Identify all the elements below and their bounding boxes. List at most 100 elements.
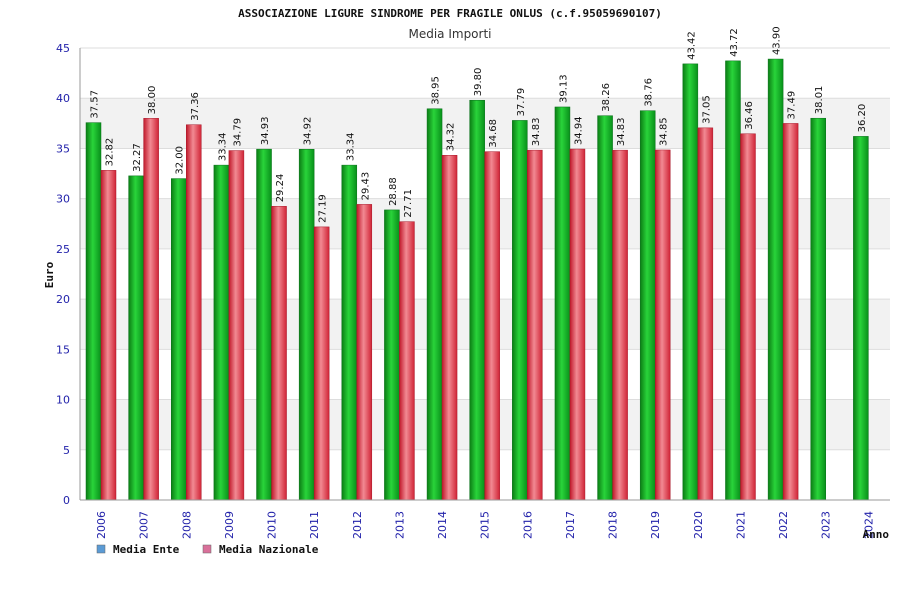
y-tick-label: 15 — [56, 343, 70, 356]
y-tick-label: 45 — [56, 42, 70, 55]
bar-media-nazionale-2016 — [527, 149, 543, 501]
legend-swatch-media-nazionale — [202, 544, 212, 554]
y-tick-label: 25 — [56, 243, 70, 256]
bar-value-label: 38.76 — [644, 78, 655, 107]
x-tick-label: 2024 — [862, 511, 875, 539]
bar-value-label: 33.34 — [217, 132, 228, 161]
bar-media-ente-2014 — [426, 108, 443, 501]
bar-media-ente-2012 — [341, 164, 358, 501]
chart-subtitle: Media Importi — [408, 27, 491, 41]
bar-value-label: 38.01 — [814, 86, 825, 115]
bar-media-nazionale-2012 — [356, 204, 373, 501]
x-tick-label: 2020 — [692, 511, 705, 539]
bar-value-label: 34.92 — [303, 117, 314, 146]
bar-value-label: 34.94 — [573, 116, 584, 145]
bar-value-label: 33.34 — [345, 132, 356, 161]
x-tick-label: 2010 — [266, 511, 279, 539]
bar-media-ente-2016 — [512, 120, 528, 501]
bar-media-ente-2009 — [213, 164, 230, 501]
bar-media-ente-2022 — [767, 58, 784, 501]
bar-value-label: 27.19 — [318, 194, 329, 223]
bar-value-label: 38.95 — [431, 76, 442, 105]
x-axis-ticks: 2006 2007 2008 2009 2010 2011 2012 2013 2014 2015… — [95, 511, 875, 539]
bar-media-ente-2007 — [128, 175, 144, 501]
x-tick-label: 2011 — [308, 511, 321, 539]
bar-media-nazionale-2021 — [740, 133, 756, 501]
bar-value-label: 28.88 — [388, 177, 399, 206]
x-tick-label: 2014 — [436, 511, 449, 539]
bar-media-nazionale-2009 — [228, 150, 245, 501]
bar-media-nazionale-2019 — [654, 149, 671, 501]
x-tick-label: 2016 — [521, 511, 534, 539]
bar-value-label: 37.49 — [787, 91, 798, 120]
bar-value-label: 29.24 — [275, 174, 286, 203]
bar-media-ente-2010 — [256, 148, 272, 501]
bar-value-label: 37.05 — [701, 95, 712, 124]
y-axis-ticks: 0 5 10 15 20 25 30 35 40 45 — [56, 42, 70, 507]
bar-value-label: 43.90 — [772, 26, 783, 55]
x-tick-label: 2006 — [95, 511, 108, 539]
bar-media-nazionale-2014 — [441, 155, 458, 501]
bar-media-ente-2013 — [384, 209, 400, 501]
bar-value-label: 37.36 — [190, 92, 201, 121]
bar-value-label: 34.79 — [232, 118, 243, 147]
bar-media-ente-2019 — [639, 110, 656, 501]
bar-media-nazionale-2007 — [143, 118, 159, 501]
chart-title: ASSOCIAZIONE LIGURE SINDROME PER FRAGILE… — [238, 7, 662, 20]
bar-value-label: 32.00 — [175, 146, 186, 175]
x-tick-label: 2012 — [351, 511, 364, 539]
y-tick-label: 35 — [56, 142, 70, 155]
bar-media-ente-2008 — [171, 178, 187, 501]
bar-value-label: 34.68 — [488, 119, 499, 148]
bar-value-label: 34.83 — [616, 118, 627, 147]
bar-value-label: 34.83 — [531, 118, 542, 147]
bar-media-nazionale-2022 — [782, 123, 799, 501]
bar-media-ente-2015 — [469, 99, 485, 501]
x-tick-label: 2008 — [180, 511, 193, 539]
bar-media-ente-2017 — [554, 106, 571, 501]
bar-value-label: 27.71 — [403, 189, 414, 218]
bar-media-ente-2020 — [682, 63, 699, 501]
x-tick-label: 2015 — [479, 511, 492, 539]
x-tick-label: 2023 — [820, 511, 833, 539]
y-tick-label: 0 — [63, 494, 70, 507]
bar-value-label: 32.82 — [105, 138, 116, 167]
y-axis-label: Euro — [43, 261, 56, 288]
bar-media-nazionale-2010 — [271, 206, 287, 501]
bar-value-label: 32.27 — [132, 143, 143, 172]
bar-media-ente-2006 — [85, 122, 102, 501]
bar-media-nazionale-2017 — [569, 148, 586, 501]
bar-value-label: 34.32 — [446, 123, 457, 152]
y-tick-label: 30 — [56, 193, 70, 206]
bar-value-label: 39.80 — [473, 68, 484, 97]
bar-value-label: 36.46 — [744, 101, 755, 130]
bar-value-label: 34.93 — [260, 117, 271, 146]
bar-media-nazionale-2008 — [186, 124, 202, 501]
y-tick-label: 20 — [56, 293, 70, 306]
y-tick-label: 10 — [56, 394, 70, 407]
bar-media-nazionale-2018 — [612, 149, 628, 501]
x-tick-label: 2009 — [223, 511, 236, 539]
x-tick-label: 2019 — [649, 511, 662, 539]
y-tick-label: 5 — [63, 444, 70, 457]
plot-band — [80, 48, 890, 99]
bar-media-ente-2023 — [810, 117, 826, 501]
bar-value-label: 37.57 — [90, 90, 101, 119]
legend-label-media-ente: Media Ente — [113, 543, 180, 556]
bars — [85, 58, 869, 501]
bar-value-label: 39.13 — [558, 74, 569, 103]
bar-media-nazionale-2013 — [399, 221, 415, 501]
bar-media-ente-2011 — [298, 148, 315, 501]
bar-media-ente-2018 — [597, 115, 613, 501]
x-tick-label: 2013 — [393, 511, 406, 539]
legend-label-media-nazionale: Media Nazionale — [219, 543, 319, 556]
bar-value-label: 38.00 — [147, 86, 158, 115]
bar-media-nazionale-2011 — [313, 226, 330, 501]
bar-value-label: 43.72 — [729, 28, 740, 57]
bar-value-label: 37.79 — [516, 88, 527, 117]
bar-media-nazionale-2006 — [100, 170, 117, 501]
bar-value-label: 34.85 — [659, 117, 670, 146]
x-tick-label: 2021 — [734, 511, 747, 539]
bar-value-label: 43.42 — [686, 31, 697, 60]
